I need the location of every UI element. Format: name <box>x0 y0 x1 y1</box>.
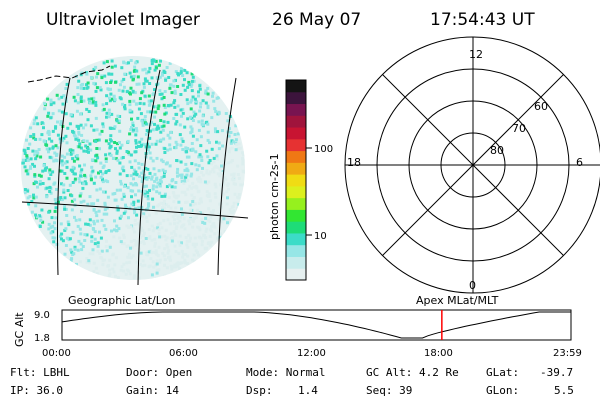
colorbar-unit-label: photon cm-2s-1 <box>268 153 281 240</box>
polar-diagonal <box>382 74 564 256</box>
lat-label-70: 70 <box>512 122 526 135</box>
geographic-grid <box>21 65 249 286</box>
xtick-0600: 06:00 <box>169 348 198 359</box>
altitude-curve <box>61 311 571 339</box>
lat-label-60: 60 <box>534 100 548 113</box>
color-bar: 100 10 photon cm-2s-1 <box>268 79 333 281</box>
color-bar-frame <box>285 79 307 281</box>
color-scale <box>286 80 306 281</box>
latitude-line <box>21 201 249 219</box>
dsp-value: 1.4 <box>298 384 318 397</box>
colorbar-tick-10: 10 <box>314 231 327 242</box>
colorbar-band <box>286 209 306 222</box>
polar-grid <box>344 36 600 294</box>
xtick-1800: 18:00 <box>424 348 453 359</box>
door-info: Door: Open <box>126 366 192 379</box>
date-label: 26 May 07 <box>272 10 361 30</box>
info-panel: Flt: LBHL IP: 36.0 Door: Open Gain: 14 M… <box>10 366 574 397</box>
lat-label-80: 80 <box>490 144 504 157</box>
colorbar-band <box>286 256 306 269</box>
glat-value: -39.7 <box>540 366 573 379</box>
ip-info: IP: 36.0 <box>10 384 63 397</box>
auroral-image <box>21 56 249 286</box>
altitude-plot-frame <box>61 309 572 341</box>
colorbar-band <box>286 91 306 105</box>
coastline <box>27 65 111 83</box>
instrument-title: Ultraviolet Imager <box>46 10 200 30</box>
glon-label: GLon: <box>486 384 519 397</box>
xtick-2359: 23:59 <box>553 348 582 359</box>
meridian-line <box>57 77 71 276</box>
seq-info: Seq: 39 <box>366 384 412 397</box>
altitude-plot: Geographic Lat/Lon Apex MLat/MLT 9.0 1.8… <box>13 294 582 359</box>
glat-label: GLat: <box>486 366 519 379</box>
dsp-label: Dsp: <box>246 384 273 397</box>
colorbar-band <box>286 185 306 199</box>
apex-title: Apex MLat/MLT <box>416 294 499 307</box>
xtick-0000: 00:00 <box>42 348 71 359</box>
mlt-label-12: 12 <box>469 48 483 61</box>
colorbar-band <box>286 244 306 257</box>
mode-info: Mode: Normal <box>246 366 325 379</box>
colorbar-band <box>286 115 306 128</box>
colorbar-band <box>286 138 306 152</box>
alt-ytick-9: 9.0 <box>34 310 50 321</box>
colorbar-band <box>286 221 306 234</box>
colorbar-band <box>286 232 306 246</box>
colorbar-band <box>286 127 306 140</box>
colorbar-tick-100: 100 <box>314 144 333 155</box>
colorbar-band <box>286 268 306 281</box>
colorbar-band <box>286 162 306 175</box>
colorbar-band <box>286 80 306 93</box>
meridian-line <box>137 69 161 286</box>
colorbar-band <box>286 174 306 187</box>
mlt-label-18: 18 <box>347 156 361 169</box>
glon-value: 5.5 <box>554 384 574 397</box>
gain-info: Gain: 14 <box>126 384 179 397</box>
geographic-title: Geographic Lat/Lon <box>68 294 175 307</box>
xtick-1200: 12:00 <box>297 348 326 359</box>
mlt-label-6: 6 <box>576 156 583 169</box>
colorbar-band <box>286 150 306 163</box>
colorbar-band <box>286 103 306 116</box>
mlt-label-0: 0 <box>469 279 476 292</box>
alt-ytick-1-8: 1.8 <box>34 333 50 344</box>
colorbar-band <box>286 197 306 210</box>
filter-info: Flt: LBHL <box>10 366 70 379</box>
time-label: 17:54:43 UT <box>430 10 535 30</box>
gc-alt-info: GC Alt: 4.2 Re <box>366 366 459 379</box>
alt-ylabel: GC Alt <box>13 312 26 347</box>
meridian-line <box>217 77 237 276</box>
